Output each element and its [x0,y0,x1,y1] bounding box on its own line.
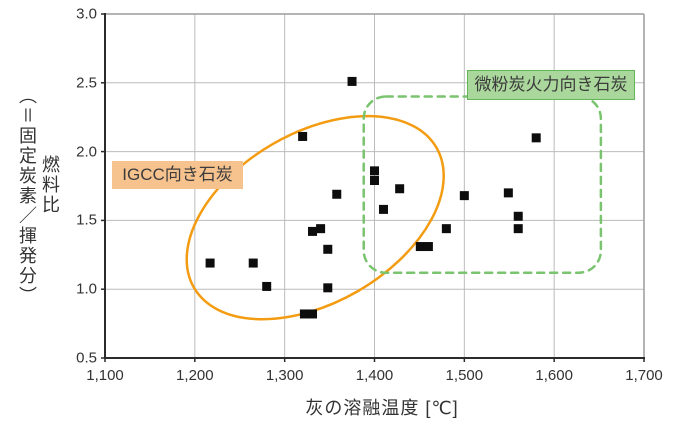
x-tick-label: 1,100 [86,367,124,384]
data-point [323,244,333,254]
x-axis-title: 灰の溶融温度 [℃] [305,398,459,418]
data-point [513,211,523,221]
data-point [503,188,513,198]
data-point [370,175,379,185]
data-point [205,258,215,268]
data-point [347,76,357,86]
igcc-ellipse [185,114,445,321]
data-point [262,281,272,291]
data-point [423,242,433,252]
y-tick-label: 3.0 [76,5,97,23]
y-tick-label: 2.0 [76,143,97,161]
data-point [370,166,379,176]
data-point [332,189,342,199]
y-tick-label: 1.5 [76,211,97,229]
y-tick-label: 1.0 [76,280,97,298]
data-point [395,184,405,194]
data-point [308,226,318,236]
x-tick-label: 1,700 [625,367,663,384]
y-tick-label: 2.5 [76,74,97,92]
data-point [441,224,451,234]
x-tick-label: 1,300 [265,367,304,384]
data-point [248,258,258,268]
x-tick-label: 1,600 [535,367,573,384]
data-point [308,309,318,319]
y-tick-label: 0.5 [76,349,97,367]
x-tick-label: 1,400 [355,367,394,384]
annotation-label-pulverized-coal: 微粉炭火力向き石炭 [467,70,635,100]
data-point [298,131,308,141]
y-axis-title: 燃料比 [40,155,60,215]
x-tick-label: 1,200 [176,367,214,384]
data-point [299,309,309,319]
data-point [531,133,541,143]
data-point [513,224,523,234]
data-point [323,283,333,293]
data-point [459,191,469,201]
data-point [378,204,388,214]
annotation-label-igcc: IGCC向き石炭 [112,161,243,189]
x-tick-label: 1,500 [445,367,484,384]
data-point [415,242,425,252]
y-axis-title-paren: （＝固定炭素／揮発分） [17,86,37,306]
data-point [316,224,326,234]
